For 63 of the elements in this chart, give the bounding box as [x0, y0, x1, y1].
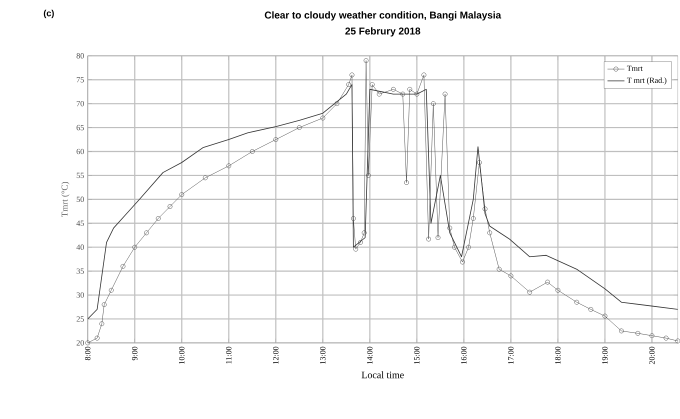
- point: [358, 240, 363, 246]
- point: [350, 72, 354, 78]
- text: (c): [44, 10, 54, 18]
- point: [99, 321, 104, 326]
- point: [421, 72, 426, 78]
- point: [202, 176, 208, 180]
- point: [179, 192, 184, 198]
- y-axis-title: Tmrt (°C): [61, 182, 70, 218]
- point: [426, 236, 432, 242]
- point: [635, 331, 640, 336]
- point: [496, 266, 502, 272]
- point: [452, 244, 457, 250]
- point: [414, 92, 420, 97]
- point: [364, 58, 369, 64]
- x-axis-title: Local time: [362, 371, 404, 378]
- point: [470, 216, 476, 222]
- point: [376, 92, 382, 97]
- point: [442, 92, 448, 97]
- point: [618, 328, 624, 334]
- chart-subtitle: 25 Februry 2018: [345, 27, 420, 37]
- point: [555, 288, 560, 293]
- point: [370, 82, 375, 88]
- point: [226, 164, 232, 168]
- point: [476, 160, 482, 166]
- point: [527, 290, 532, 295]
- point: [574, 300, 580, 305]
- point: [346, 82, 352, 88]
- point: [390, 87, 396, 92]
- point: [436, 235, 440, 240]
- point: [132, 244, 138, 250]
- chart-title: Clear to cloudy weather condition, Bangi Malaysia: [264, 11, 502, 21]
- point: [108, 288, 114, 293]
- point: [120, 264, 126, 269]
- point: [407, 87, 412, 92]
- point: [466, 244, 472, 250]
- point: [430, 101, 436, 106]
- point: [447, 226, 452, 231]
- point: [353, 246, 358, 252]
- point: [588, 307, 594, 312]
- point: [273, 137, 278, 142]
- point: [144, 230, 149, 236]
- point: [296, 125, 302, 130]
- point: [664, 336, 668, 341]
- point: [250, 149, 255, 154]
- point: [404, 180, 409, 186]
- point: [102, 302, 107, 308]
- point: [487, 230, 492, 236]
- point: [482, 206, 488, 212]
- point: [400, 92, 406, 97]
- point: [168, 204, 172, 210]
- point: [362, 230, 367, 236]
- point: [350, 216, 356, 222]
- point: [156, 216, 161, 222]
- point: [545, 280, 550, 285]
- point: [602, 314, 608, 319]
- line-series: [88, 84, 678, 320]
- point: [94, 336, 100, 341]
- point: [460, 260, 465, 265]
- point: [320, 116, 326, 121]
- point: [650, 333, 654, 338]
- point: [508, 274, 514, 279]
- point: [366, 173, 371, 178]
- point: [334, 101, 340, 106]
